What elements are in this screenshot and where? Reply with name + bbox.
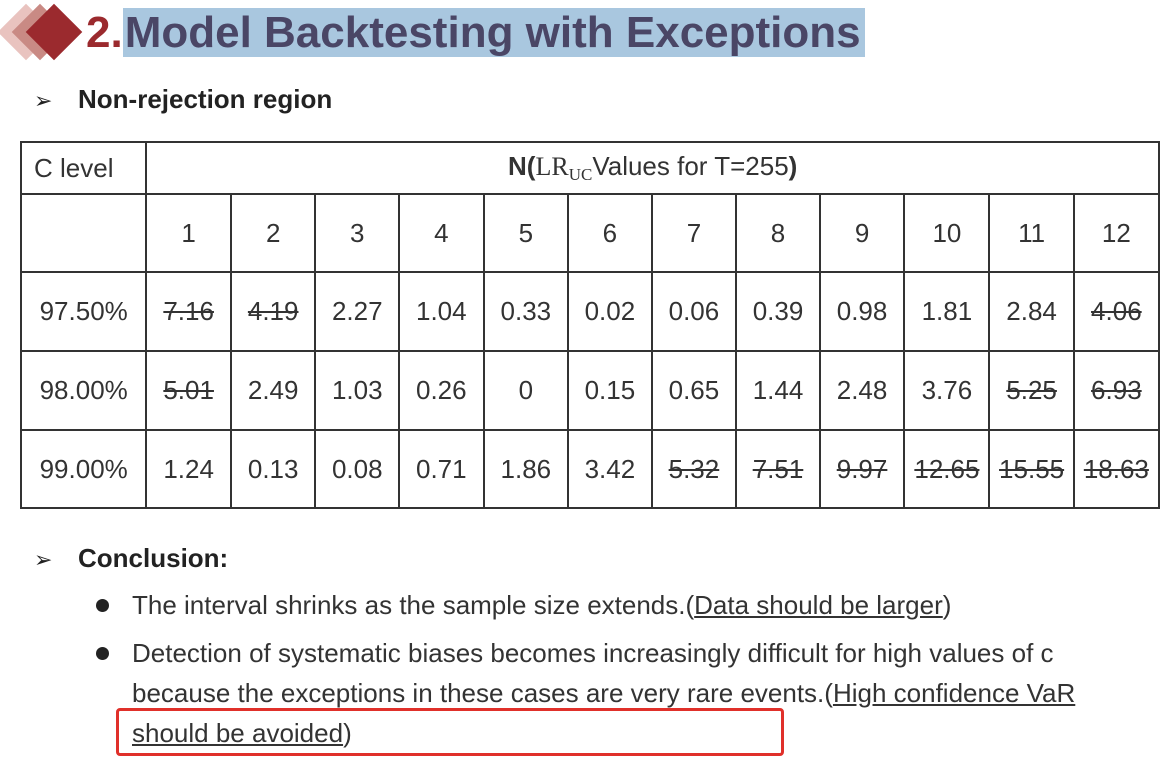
header-lr: LRUC [535, 152, 593, 184]
table-cell: 3.42 [567, 429, 653, 509]
table-cell: 0.71 [398, 429, 485, 509]
table-cell: 0.65 [650, 350, 738, 431]
page-title: 2.Model Backtesting with Exceptions [86, 8, 865, 58]
column-header: 3 [314, 193, 401, 273]
header-prefix: N( [508, 151, 536, 181]
table-cell: 1.44 [735, 350, 821, 431]
table-cell: 2.48 [818, 350, 906, 431]
title-number: 2. [86, 8, 123, 57]
list-item: Detection of systematic biases becomes i… [96, 633, 1092, 753]
table-cell: 0.26 [398, 350, 485, 431]
table-cell: 1.86 [482, 429, 570, 509]
paren-open: ( [824, 678, 833, 708]
conclusion-text: Detection of systematic biases becomes i… [132, 638, 1054, 708]
table-cell: 9.97 [818, 429, 906, 509]
conclusion-note: Data should be larger [694, 590, 943, 620]
table-cell: 0.02 [567, 271, 653, 352]
conclusion-note: High confidence VaR should be avoided [132, 678, 1076, 748]
column-header: 5 [482, 193, 570, 273]
header-lr-text: LR [535, 152, 569, 181]
paren-open: ( [685, 590, 695, 620]
table-cell: 1.24 [145, 429, 232, 509]
column-header: 11 [988, 193, 1075, 273]
slide-header: 2.Model Backtesting with Exceptions [0, 0, 1160, 70]
arrow-bullet-icon: ➢ [34, 547, 53, 572]
section-heading-text: Conclusion: [78, 543, 229, 573]
column-header: 2 [229, 193, 317, 273]
column-number-row: 1 2 3 4 5 6 7 8 9 10 11 12 [19, 193, 1160, 273]
table-cell: 2.27 [314, 271, 401, 352]
red-highlight-box [116, 708, 784, 756]
empty-corner-cell [19, 193, 148, 273]
row-label: 98.00% [19, 350, 148, 431]
table-cell: 0.08 [314, 429, 401, 509]
table-header: N(LRUCValues for T=255) [145, 141, 1160, 195]
header-lr-subscript: UC [568, 165, 593, 184]
conclusion-list: The interval shrinks as the sample size … [96, 585, 1092, 753]
table-cell: 0.06 [650, 271, 738, 352]
table-cell: 18.63 [1072, 429, 1160, 509]
arrow-bullet-icon: ➢ [34, 88, 53, 113]
table-cell: 7.51 [735, 429, 821, 509]
table-cell: 15.55 [988, 429, 1075, 509]
list-item: The interval shrinks as the sample size … [96, 585, 1092, 625]
table-cell: 0.39 [735, 271, 821, 352]
table-cell: 1.04 [398, 271, 485, 352]
table-cell: 0 [482, 350, 570, 431]
table-cell: 0.15 [567, 350, 653, 431]
column-header: 12 [1072, 193, 1160, 273]
table-cell: 12.65 [903, 429, 991, 509]
conclusion-text: The interval shrinks as the sample size … [132, 590, 686, 620]
column-header: 9 [818, 193, 906, 273]
row-label: 99.00% [19, 429, 148, 509]
table-cell: 6.93 [1072, 350, 1160, 431]
table-cell: 5.25 [988, 350, 1075, 431]
bullet-dot-icon [96, 599, 109, 612]
header-suffix: Values for T=255 [592, 151, 789, 181]
corner-label: C level [19, 141, 148, 195]
table-cell: 2.84 [988, 271, 1075, 352]
column-header: 10 [903, 193, 991, 273]
table-row: 98.00% 5.01 2.49 1.03 0.26 0 0.15 0.65 1.44 2.48 3… [19, 350, 1160, 431]
table-cell: 1.03 [314, 350, 401, 431]
table-cell: 7.16 [145, 271, 232, 352]
header-close: ) [788, 151, 798, 181]
paren-close: ) [942, 590, 952, 620]
table-cell: 5.01 [145, 350, 232, 431]
table-cell: 0.98 [818, 271, 906, 352]
title-text: Model Backtesting with Exceptions [122, 8, 865, 57]
table-header-row: C level N(LRUCValues for T=255) [19, 141, 1160, 195]
section-heading-text: Non-rejection region [78, 84, 333, 114]
paren-close: ) [343, 718, 352, 748]
table-row: 99.00% 1.24 0.13 0.08 0.71 1.86 3.42 5.32 7.51 9.… [19, 429, 1160, 509]
column-header: 6 [567, 193, 653, 273]
table-cell: 0.13 [229, 429, 317, 509]
bullet-dot-icon [96, 647, 109, 660]
table-row: 97.50% 7.16 4.19 2.27 1.04 0.33 0.02 0.06 0.39 0.… [19, 271, 1160, 352]
column-header: 8 [735, 193, 821, 273]
column-header: 7 [650, 193, 738, 273]
table-cell: 1.81 [903, 271, 991, 352]
table-cell: 4.06 [1072, 271, 1160, 352]
section-heading-conclusion: ➢ Conclusion: [34, 543, 228, 574]
section-heading-non-rejection: ➢ Non-rejection region [34, 84, 332, 115]
table-cell: 3.76 [903, 350, 991, 431]
column-header: 4 [398, 193, 485, 273]
table-cell: 4.19 [229, 271, 317, 352]
table-cell: 5.32 [650, 429, 738, 509]
row-label: 97.50% [19, 271, 148, 352]
table-cell: 2.49 [229, 350, 317, 431]
table-cell: 0.33 [482, 271, 570, 352]
column-header: 1 [145, 193, 232, 273]
